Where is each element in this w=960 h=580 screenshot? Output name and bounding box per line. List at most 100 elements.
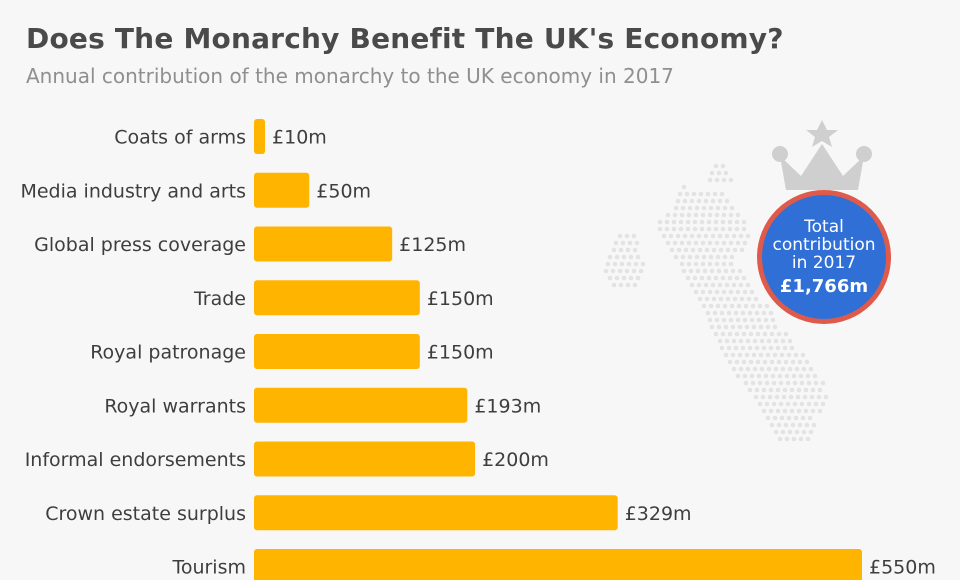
map-dot (675, 198, 681, 204)
map-dot (707, 212, 713, 218)
map-dot (719, 345, 725, 351)
map-dot (721, 317, 727, 323)
map-dot (757, 380, 763, 386)
map-dot (731, 233, 737, 239)
map-dot (743, 303, 749, 309)
map-dot (621, 275, 627, 281)
map-dot (756, 317, 762, 323)
map-dot (729, 205, 735, 211)
map-dot (627, 240, 633, 246)
map-dot (788, 394, 794, 400)
map-dot (800, 415, 806, 421)
map-dot (620, 240, 626, 246)
map-dot (657, 219, 663, 225)
map-dot (692, 275, 698, 281)
map-dot (728, 317, 734, 323)
map-dot (618, 282, 624, 288)
data-label: £550m (869, 557, 936, 579)
map-dot (728, 289, 734, 295)
map-dot (732, 296, 738, 302)
map-dot (713, 275, 719, 281)
map-dot (757, 401, 763, 407)
map-dot (720, 219, 726, 225)
map-dot (793, 415, 799, 421)
map-dot (809, 394, 815, 400)
map-dot (741, 226, 747, 232)
map-dot (612, 261, 618, 267)
map-dot (633, 261, 639, 267)
map-dot (704, 247, 710, 253)
map-dot (768, 345, 774, 351)
map-dot (704, 296, 710, 302)
map-dot (787, 338, 793, 344)
map-dot (682, 198, 688, 204)
map-dot (780, 429, 786, 435)
map-dot (688, 268, 694, 274)
map-dot (745, 233, 751, 239)
map-dot (808, 366, 814, 372)
bar (254, 549, 862, 580)
map-dot (671, 219, 677, 225)
map-dot (689, 282, 695, 288)
map-dot (741, 275, 747, 281)
map-dot (614, 254, 620, 260)
map-dot (625, 247, 631, 253)
map-dot (752, 338, 758, 344)
map-dot (713, 226, 719, 232)
map-dot (748, 359, 754, 365)
map-dot (605, 261, 611, 267)
category-label: Crown estate surplus (45, 503, 246, 525)
map-dot (685, 226, 691, 232)
map-dot (721, 240, 727, 246)
map-dot (769, 422, 775, 428)
map-dot (728, 261, 734, 267)
map-dot (799, 401, 805, 407)
map-dot (764, 303, 770, 309)
map-dot (617, 268, 623, 274)
crown-icon (772, 120, 872, 190)
data-label: £150m (427, 342, 494, 364)
map-dot (727, 275, 733, 281)
map-dot (765, 352, 771, 358)
map-dot (792, 380, 798, 386)
map-dot (734, 226, 740, 232)
map-dot (703, 233, 709, 239)
map-dot (769, 331, 775, 337)
map-dot (795, 394, 801, 400)
data-label: £200m (482, 449, 549, 471)
map-dot (733, 310, 739, 316)
map-dot (709, 324, 715, 330)
map-dot (708, 303, 714, 309)
map-dot (696, 282, 702, 288)
map-dot (777, 373, 783, 379)
map-dot (808, 429, 814, 435)
map-dot (631, 233, 637, 239)
map-dot (727, 226, 733, 232)
map-dot (776, 422, 782, 428)
map-dot (698, 191, 704, 197)
map-dot (669, 247, 675, 253)
badge-line-3: in 2017 (791, 253, 857, 273)
map-dot (817, 408, 823, 414)
category-label: Trade (193, 288, 246, 310)
map-dot (796, 387, 802, 393)
map-dot (728, 240, 734, 246)
map-dot (640, 261, 646, 267)
map-dot (742, 289, 748, 295)
map-dot (626, 261, 632, 267)
map-dot (679, 240, 685, 246)
map-dot (706, 275, 712, 281)
map-dot (753, 394, 759, 400)
category-label: Informal endorsements (25, 449, 246, 471)
data-label: £329m (625, 503, 692, 525)
map-dot (764, 401, 770, 407)
map-dot (753, 296, 759, 302)
map-dot (763, 317, 769, 323)
map-dot (746, 296, 752, 302)
map-dot (707, 240, 713, 246)
map-dot (696, 198, 702, 204)
map-dot (686, 240, 692, 246)
map-dot (730, 268, 736, 274)
map-dot (632, 282, 638, 288)
map-dot (676, 247, 682, 253)
